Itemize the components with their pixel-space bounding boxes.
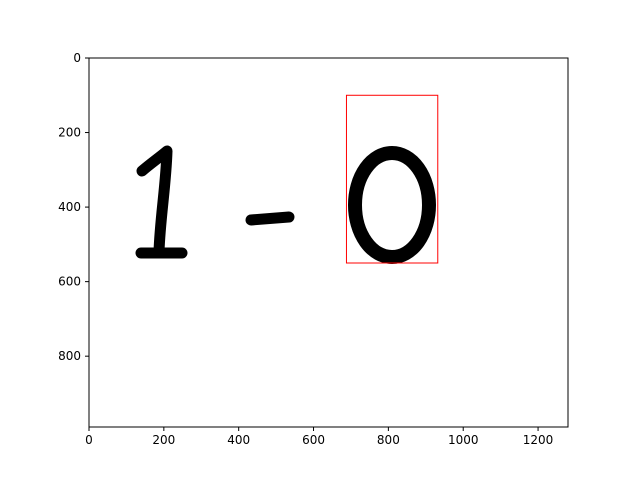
x-axis-ticks: 0 200 400 600 800 1000 1200 [85,427,553,447]
y-axis-ticks: 0 200 400 600 800 [58,51,89,363]
digit-1-stroke [135,145,188,259]
x-tick-label: 0 [85,433,93,447]
x-tick-label: 600 [302,433,325,447]
x-tick-label: 200 [152,433,175,447]
x-tick-label: 800 [377,433,400,447]
x-tick-label: 400 [227,433,250,447]
y-tick-label: 200 [58,126,81,140]
digit-0-stroke [348,146,436,264]
handwritten-image [135,145,436,264]
x-tick-label: 1000 [448,433,479,447]
dash-stroke [245,211,295,226]
y-tick-label: 800 [58,349,81,363]
axes-frame [88,57,569,428]
x-tick-label: 1200 [523,433,554,447]
y-tick-label: 600 [58,275,81,289]
y-tick-label: 0 [73,51,81,65]
highlight-box [345,94,439,264]
y-tick-label: 400 [58,200,81,214]
